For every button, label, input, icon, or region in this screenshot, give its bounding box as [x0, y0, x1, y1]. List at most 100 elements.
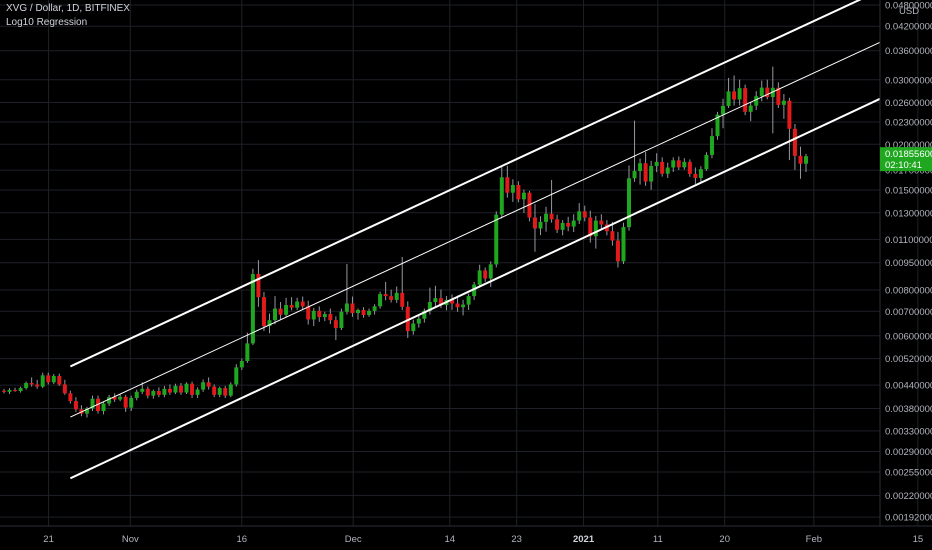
candle[interactable]	[178, 383, 183, 395]
candle[interactable]	[173, 383, 178, 395]
candle[interactable]	[284, 297, 289, 317]
candle[interactable]	[333, 316, 338, 341]
candle[interactable]	[627, 165, 632, 231]
candle[interactable]	[527, 190, 532, 222]
candle[interactable]	[256, 260, 261, 307]
candle[interactable]	[676, 156, 681, 170]
candle[interactable]	[682, 158, 687, 170]
candle[interactable]	[488, 261, 493, 288]
channel-lower-line[interactable]	[69, 97, 881, 480]
candle[interactable]	[57, 373, 62, 386]
candle[interactable]	[29, 377, 34, 387]
candle[interactable]	[516, 181, 521, 203]
candle[interactable]	[422, 308, 427, 323]
candle[interactable]	[101, 401, 106, 415]
candle[interactable]	[311, 307, 316, 327]
candle[interactable]	[134, 389, 139, 401]
candle[interactable]	[278, 302, 283, 320]
candle[interactable]	[477, 264, 482, 288]
regression-channel[interactable]	[69, 0, 881, 480]
candle[interactable]	[787, 97, 792, 160]
candle[interactable]	[35, 379, 40, 389]
candle[interactable]	[7, 388, 12, 395]
candle[interactable]	[129, 395, 134, 412]
candle[interactable]	[610, 221, 615, 246]
candle[interactable]	[317, 306, 322, 322]
candle[interactable]	[206, 377, 211, 390]
candle[interactable]	[466, 293, 471, 310]
candle[interactable]	[732, 75, 737, 106]
candle[interactable]	[461, 299, 466, 316]
candle[interactable]	[532, 204, 537, 252]
candle[interactable]	[748, 101, 753, 122]
candle[interactable]	[112, 393, 117, 402]
candle[interactable]	[184, 382, 189, 395]
candle[interactable]	[46, 372, 51, 385]
candle[interactable]	[190, 381, 195, 398]
candle[interactable]	[555, 214, 560, 233]
candle[interactable]	[571, 214, 576, 233]
candle[interactable]	[566, 216, 571, 232]
candle[interactable]	[759, 80, 764, 102]
candle[interactable]	[118, 394, 123, 402]
candle[interactable]	[671, 157, 676, 173]
candle[interactable]	[698, 166, 703, 182]
candle[interactable]	[638, 158, 643, 185]
candle[interactable]	[322, 311, 327, 322]
candle[interactable]	[693, 167, 698, 184]
candle[interactable]	[632, 120, 637, 182]
candle[interactable]	[107, 394, 112, 406]
candle[interactable]	[781, 94, 786, 119]
indicator-label[interactable]: Log10 Regression	[6, 17, 88, 28]
symbol-title[interactable]: XVG / Dollar, 1D, BITFINEX	[6, 3, 130, 14]
candle[interactable]	[62, 379, 67, 395]
time-axis[interactable]: 21Nov16Dec142320211120Feb15Mar	[43, 534, 932, 545]
candle[interactable]	[649, 160, 654, 190]
candle[interactable]	[389, 289, 394, 303]
candle[interactable]	[261, 292, 266, 332]
candle[interactable]	[234, 364, 239, 387]
candle[interactable]	[13, 387, 18, 392]
candle[interactable]	[665, 162, 670, 178]
candle[interactable]	[339, 308, 344, 331]
candle[interactable]	[704, 152, 709, 171]
candle[interactable]	[455, 295, 460, 312]
candle[interactable]	[355, 308, 360, 320]
candle[interactable]	[201, 379, 206, 392]
candle[interactable]	[521, 189, 526, 214]
candle[interactable]	[660, 157, 665, 177]
candle[interactable]	[151, 389, 156, 399]
candle[interactable]	[195, 387, 200, 398]
candle[interactable]	[687, 159, 692, 177]
candle[interactable]	[577, 203, 582, 224]
candle[interactable]	[499, 166, 504, 219]
candle[interactable]	[372, 304, 377, 315]
candle[interactable]	[328, 308, 333, 325]
candle[interactable]	[721, 98, 726, 129]
candle[interactable]	[361, 307, 366, 318]
candle[interactable]	[433, 285, 438, 308]
candle[interactable]	[239, 358, 244, 370]
candle[interactable]	[228, 382, 233, 398]
candle[interactable]	[223, 385, 228, 398]
candle[interactable]	[400, 256, 405, 311]
candle[interactable]	[162, 385, 167, 398]
candle[interactable]	[367, 308, 372, 317]
candle[interactable]	[51, 373, 56, 385]
candle[interactable]	[300, 296, 305, 310]
candle[interactable]	[582, 205, 587, 222]
candle[interactable]	[378, 291, 383, 309]
candle[interactable]	[510, 179, 515, 202]
candle[interactable]	[743, 84, 748, 116]
candle[interactable]	[715, 111, 720, 140]
candle[interactable]	[792, 123, 797, 170]
candle[interactable]	[40, 372, 45, 389]
candle[interactable]	[798, 146, 803, 179]
candle[interactable]	[289, 297, 294, 311]
channel-middle-line[interactable]	[70, 41, 881, 418]
candle[interactable]	[588, 210, 593, 243]
candle[interactable]	[267, 313, 272, 334]
candle[interactable]	[615, 232, 620, 268]
candle[interactable]	[538, 216, 543, 236]
